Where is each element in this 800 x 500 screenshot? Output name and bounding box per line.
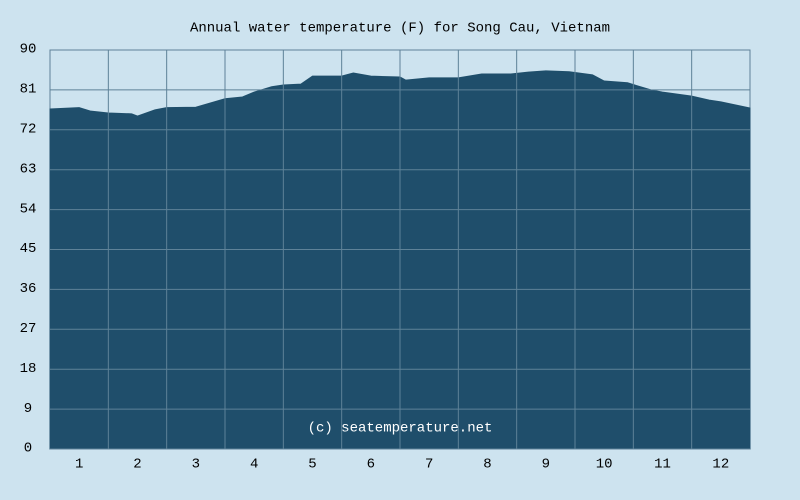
y-tick-label: 45	[20, 241, 37, 257]
y-tick-label: 63	[20, 161, 37, 177]
y-tick-label: 54	[20, 201, 37, 217]
x-tick-label: 1	[75, 457, 83, 473]
watermark: (c) seatemperature.net	[308, 421, 493, 437]
y-tick-label: 36	[20, 281, 37, 297]
y-tick-label: 27	[20, 321, 37, 337]
x-tick-label: 3	[192, 457, 200, 473]
x-tick-label: 11	[654, 457, 671, 473]
x-tick-label: 2	[133, 457, 141, 473]
x-tick-label: 10	[596, 457, 613, 473]
y-tick-label: 9	[24, 401, 32, 417]
y-tick-label: 81	[20, 82, 37, 98]
x-tick-label: 9	[542, 457, 550, 473]
y-tick-label: 0	[24, 441, 32, 457]
x-tick-label: 4	[250, 457, 258, 473]
y-tick-label: 90	[20, 42, 37, 58]
x-tick-label: 8	[483, 457, 491, 473]
x-tick-label: 6	[367, 457, 375, 473]
y-tick-label: 18	[20, 361, 37, 377]
y-tick-label: 72	[20, 122, 37, 138]
x-tick-label: 5	[308, 457, 316, 473]
chart-title: Annual water temperature (F) for Song Ca…	[190, 21, 610, 37]
x-tick-label: 7	[425, 457, 433, 473]
x-tick-label: 12	[712, 457, 729, 473]
